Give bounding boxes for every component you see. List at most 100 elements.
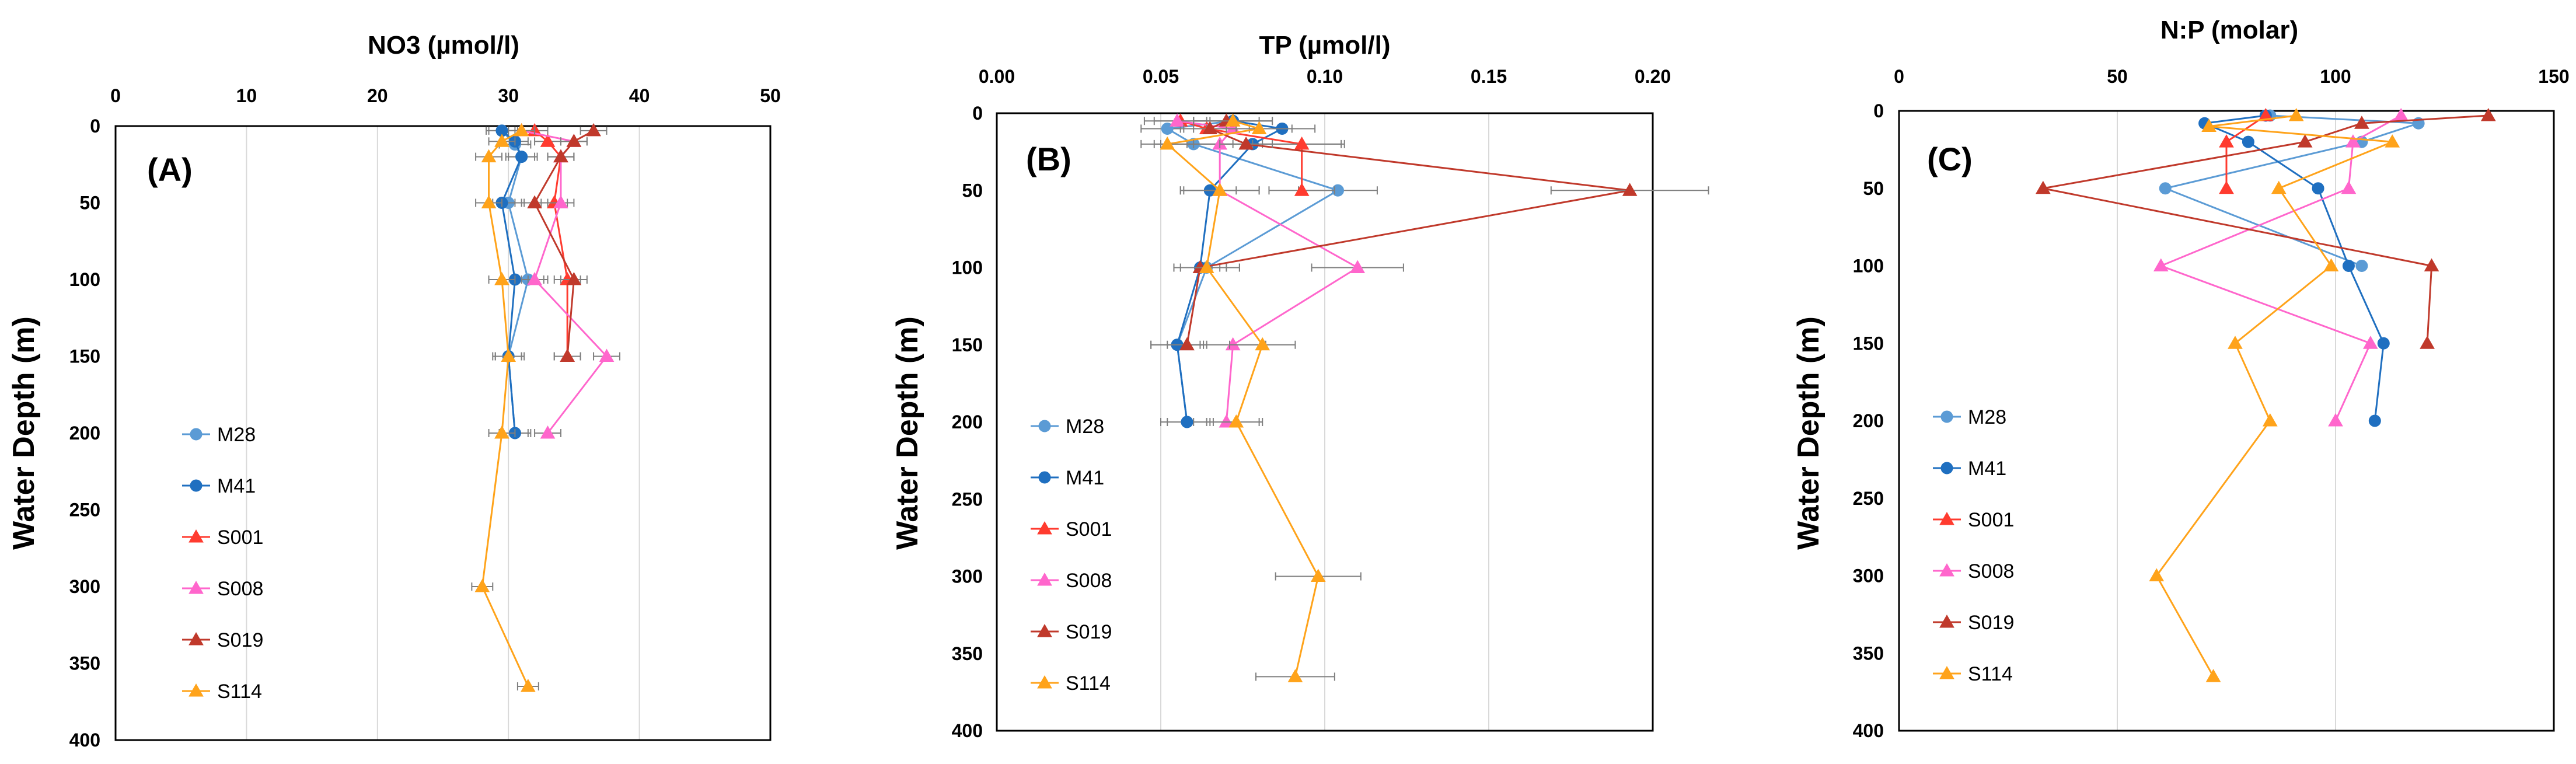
legend-label: S001	[1968, 509, 2014, 531]
legend-item-s114: S114	[182, 681, 262, 703]
plot-frame	[114, 125, 772, 741]
legend-item-s114: S114	[1933, 663, 2013, 685]
legend-label: M28	[1066, 416, 1104, 438]
data-point	[1225, 113, 1241, 127]
legend-label: M28	[1968, 406, 2006, 428]
y-tick-label: 250	[1853, 488, 1884, 509]
legend-label: S114	[217, 681, 262, 703]
data-point	[2342, 260, 2355, 272]
legend-item-s001: S001	[1933, 509, 2014, 531]
series-m41	[488, 124, 536, 439]
legend-marker	[1939, 614, 1954, 628]
data-point	[1228, 414, 1244, 428]
data-point	[501, 348, 516, 362]
series-line	[1186, 120, 1630, 346]
chart-title: NO3 (µmol/l)	[368, 31, 519, 60]
series-line	[533, 130, 594, 357]
data-point	[494, 134, 509, 147]
series-s008	[2153, 107, 2409, 427]
data-point	[2205, 669, 2221, 682]
series-s001	[521, 123, 581, 362]
y-tick-label: 0	[90, 116, 100, 137]
data-point	[566, 134, 582, 147]
x-tick-label: 0	[110, 85, 121, 106]
series-line	[2162, 114, 2419, 267]
legend-marker	[189, 683, 204, 697]
data-point	[1225, 337, 1241, 351]
chart-title: TP (µmol/l)	[1259, 31, 1391, 60]
x-tick-label: 50	[760, 85, 781, 106]
y-tick-label: 400	[952, 720, 983, 741]
x-tick-label: 0.15	[1471, 66, 1507, 87]
y-tick-label: 350	[1853, 643, 1884, 664]
data-point	[481, 149, 497, 163]
legend-label: M41	[1066, 467, 1104, 489]
data-point	[2228, 336, 2243, 349]
data-point	[1622, 183, 1638, 196]
y-tick-label: 150	[69, 346, 100, 367]
y-tick-label: 250	[69, 500, 100, 521]
data-point	[566, 271, 582, 285]
data-point	[2420, 336, 2435, 349]
data-point	[2271, 180, 2287, 194]
series-s019	[1167, 113, 1709, 351]
data-point	[494, 425, 509, 439]
legend-item-s008: S008	[1031, 570, 1112, 592]
y-tick-label: 100	[1853, 256, 1884, 277]
data-point	[2035, 180, 2051, 194]
data-point	[1212, 183, 1228, 196]
legend-item-s019: S019	[1031, 621, 1112, 643]
y-axis-label: Water Depth (m)	[1792, 316, 1825, 550]
data-point	[2149, 568, 2165, 581]
legend-label: S019	[1968, 612, 2014, 634]
x-tick-label: 0.05	[1143, 66, 1179, 87]
plot-frame	[1898, 110, 2555, 732]
y-tick-label: 400	[1853, 720, 1884, 741]
y-tick-label: 0	[972, 103, 983, 124]
panel-c: 0 50 100 150 0 50 100 150 200 250 300 350 400 N:P (mo…	[1792, 16, 2570, 741]
panel-label: (A)	[147, 151, 193, 188]
data-point	[494, 271, 509, 285]
data-point	[2219, 180, 2234, 194]
y-tick-label: 400	[69, 730, 100, 751]
series-s019	[521, 123, 608, 362]
y-axis-label: Water Depth (m)	[891, 316, 924, 550]
legend-item-m28: M28	[182, 424, 256, 446]
y-tick-label: 350	[952, 643, 983, 664]
x-tick-label: 100	[2320, 66, 2351, 87]
data-point	[515, 151, 528, 163]
legend-label: S019	[1066, 621, 1112, 643]
series-s114	[471, 123, 539, 692]
legend-item-s019: S019	[1933, 612, 2014, 634]
legend-marker	[189, 580, 204, 594]
legend-marker	[189, 529, 204, 543]
series-m28	[1140, 114, 1378, 428]
data-point	[2362, 336, 2378, 349]
legend-label: M41	[1968, 458, 2006, 480]
data-point	[1287, 669, 1303, 682]
data-point	[560, 348, 575, 362]
panel-label: (C)	[1927, 141, 1973, 177]
chart-title: N:P (molar)	[2160, 16, 2298, 44]
y-tick-label: 350	[69, 653, 100, 674]
data-point	[2354, 116, 2369, 129]
y-tick-label: 50	[962, 180, 983, 201]
panel-a: 0 10 20 30 40 50 0 50 100 150 200 250 300 350 400 NO3 (…	[7, 31, 781, 751]
legend-marker	[1939, 665, 1954, 679]
x-tick-label: 0.20	[1635, 66, 1671, 87]
series-line	[1165, 120, 1320, 677]
y-tick-label: 150	[952, 334, 983, 355]
legend-item-m41: M41	[182, 475, 256, 497]
legend-marker	[190, 479, 203, 492]
panel-b: 0.00 0.05 0.10 0.15 0.20 0 50 100 150 200 250 300 35…	[891, 31, 1709, 741]
plot-frame	[996, 112, 1654, 732]
data-point	[2153, 258, 2169, 271]
data-point	[540, 134, 556, 147]
x-tick-label: 0	[1894, 66, 1904, 87]
y-tick-label: 300	[952, 566, 983, 587]
data-point	[2201, 118, 2217, 132]
x-tick-label: 0.10	[1307, 66, 1343, 87]
legend-label: S008	[1968, 560, 2014, 582]
data-point	[599, 348, 615, 362]
